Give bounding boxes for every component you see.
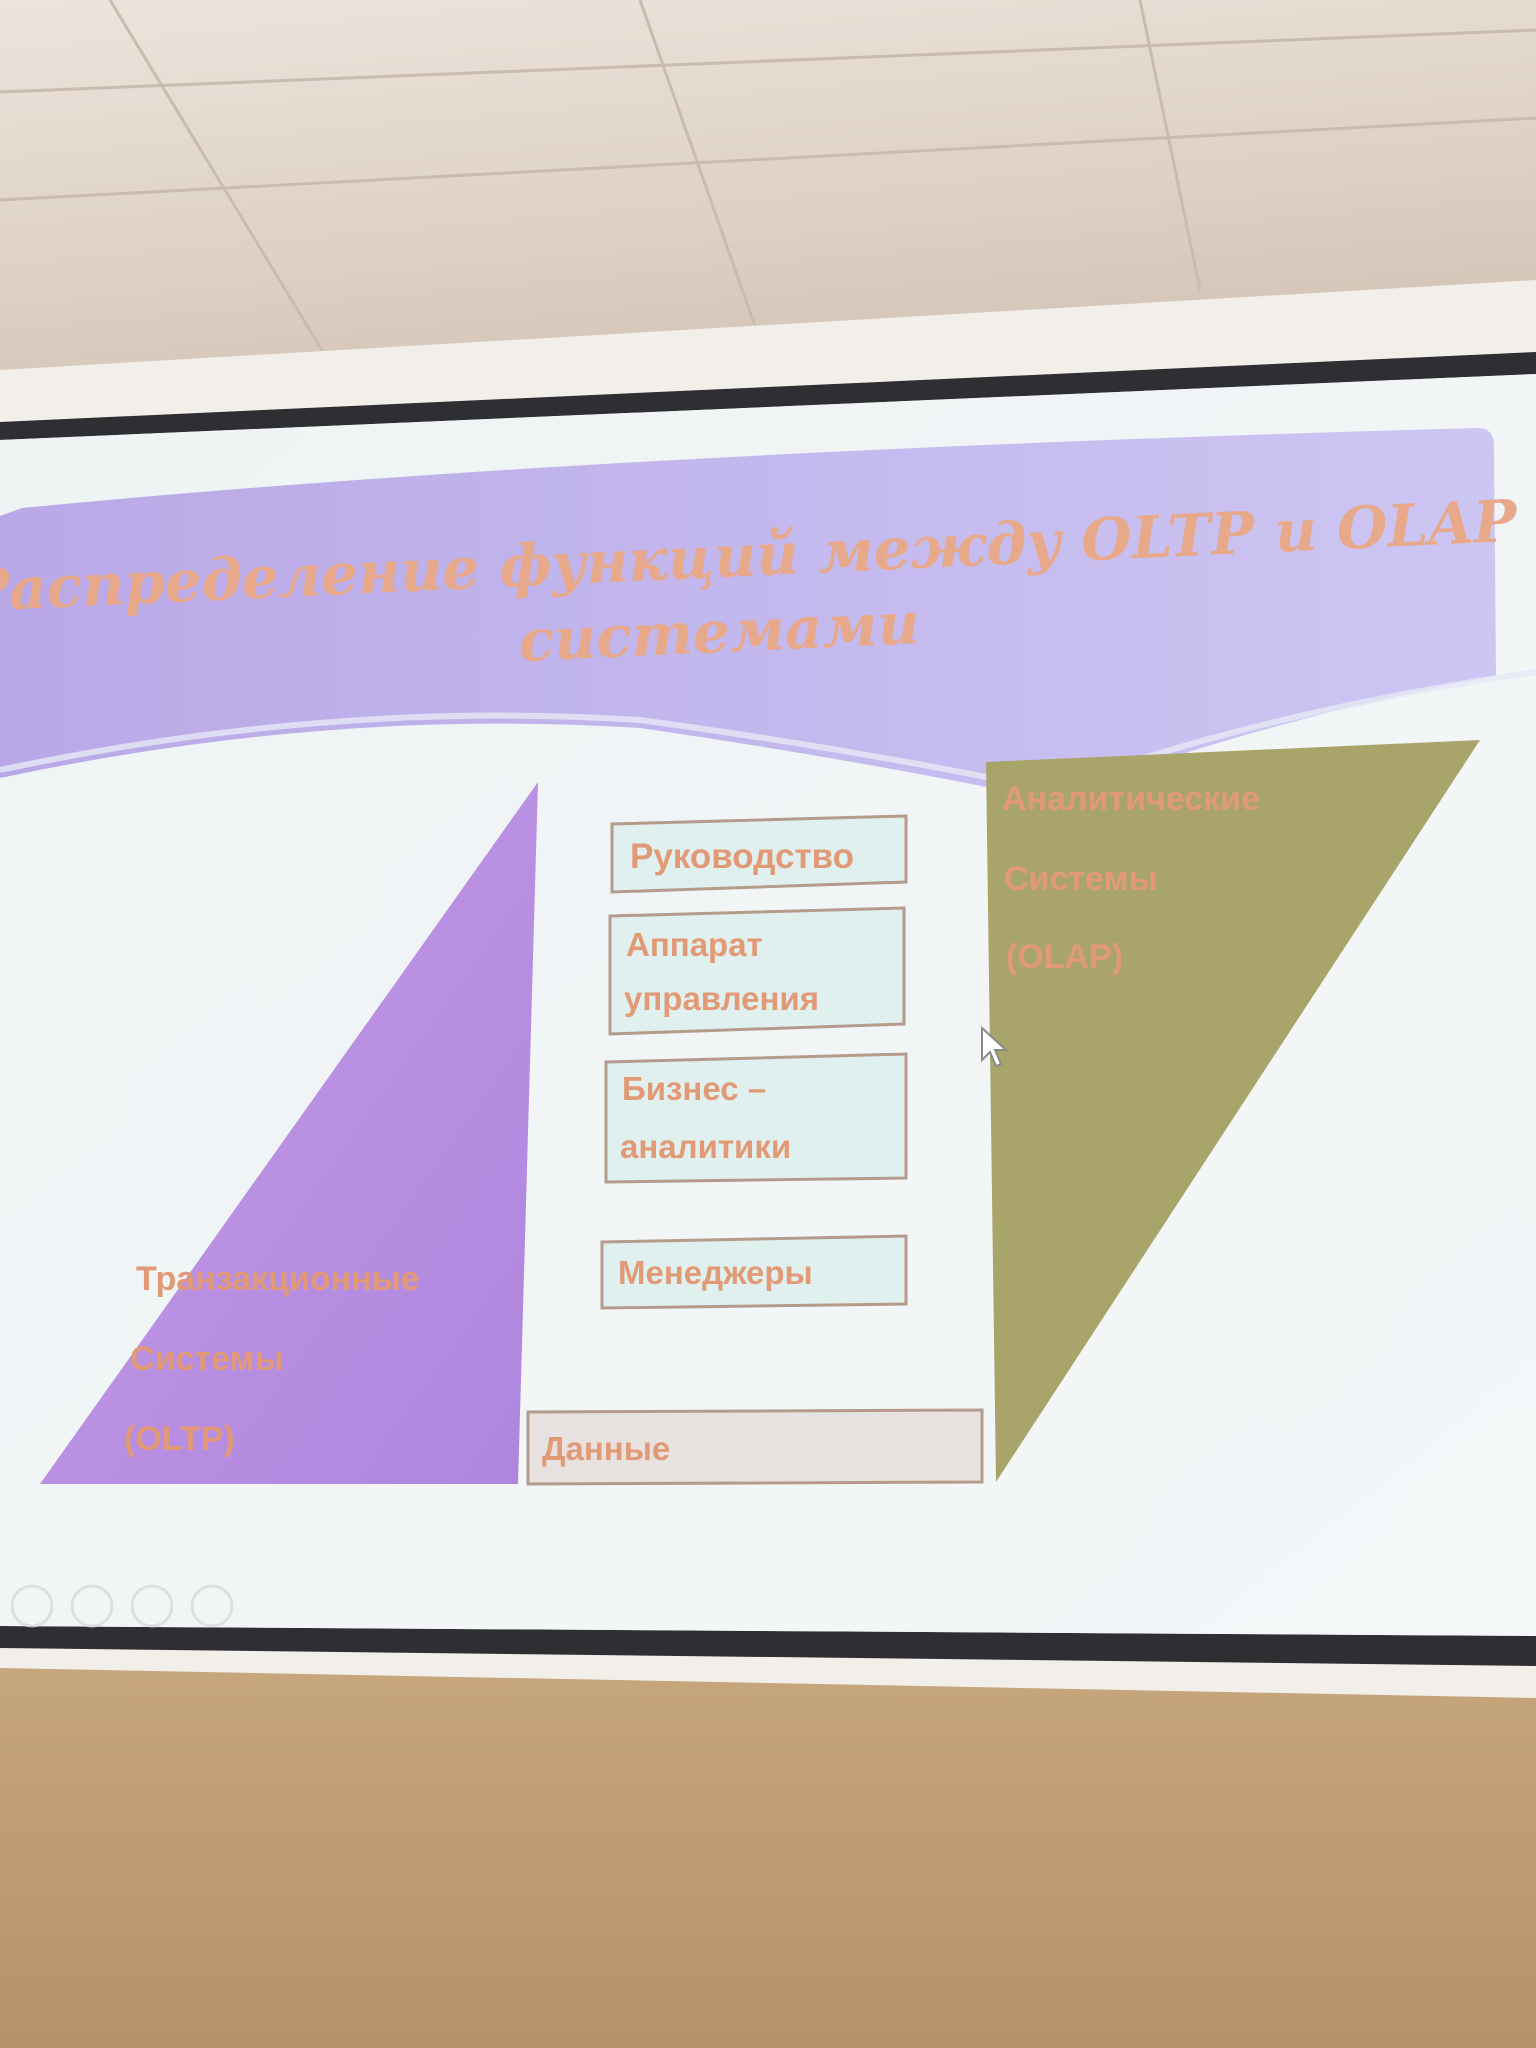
olap-label-line3: (OLAP) (1006, 938, 1123, 976)
box-apparatus (608, 906, 906, 1036)
screen-top-rail (0, 352, 1536, 440)
label-analysts-line2: аналитики (620, 1128, 791, 1165)
box-managers (600, 1234, 908, 1310)
oltp-label-line2: Системы (130, 1340, 284, 1378)
slides-tool-icon (70, 1584, 114, 1628)
screen-bottom-rail (0, 1626, 1536, 1666)
wall (0, 1650, 1536, 2048)
olap-label-line2: Системы (1004, 860, 1158, 898)
oltp-label-line3: (OLTP) (124, 1420, 235, 1458)
box-data (526, 1408, 984, 1486)
label-apparatus-line1: Аппарат (626, 926, 763, 963)
label-data: Данные (542, 1430, 670, 1467)
more-options-icon (190, 1584, 234, 1628)
level-boxes (526, 814, 984, 1486)
oltp-label-line1: Транзакционные (136, 1260, 420, 1298)
ceiling-seams (0, 0, 1536, 381)
box-analysts (604, 1052, 908, 1184)
pen-tool-icon (10, 1584, 54, 1628)
label-apparatus-line2: управления (624, 980, 819, 1017)
mouse-cursor-icon (981, 1025, 1009, 1068)
slide-header-band (0, 428, 1496, 800)
zoom-tool-icon (130, 1584, 174, 1628)
label-managers: Менеджеры (618, 1254, 813, 1291)
label-management: Руководство (630, 837, 854, 876)
olap-triangle (986, 740, 1480, 1482)
label-analysts-line1: Бизнес – (622, 1070, 766, 1107)
slide-header-wave-highlight (0, 669, 1536, 794)
olap-label-line1: Аналитические (1002, 780, 1260, 818)
box-management (610, 814, 908, 894)
oltp-triangle (40, 782, 538, 1484)
presenter-toolbar (10, 1584, 234, 1628)
